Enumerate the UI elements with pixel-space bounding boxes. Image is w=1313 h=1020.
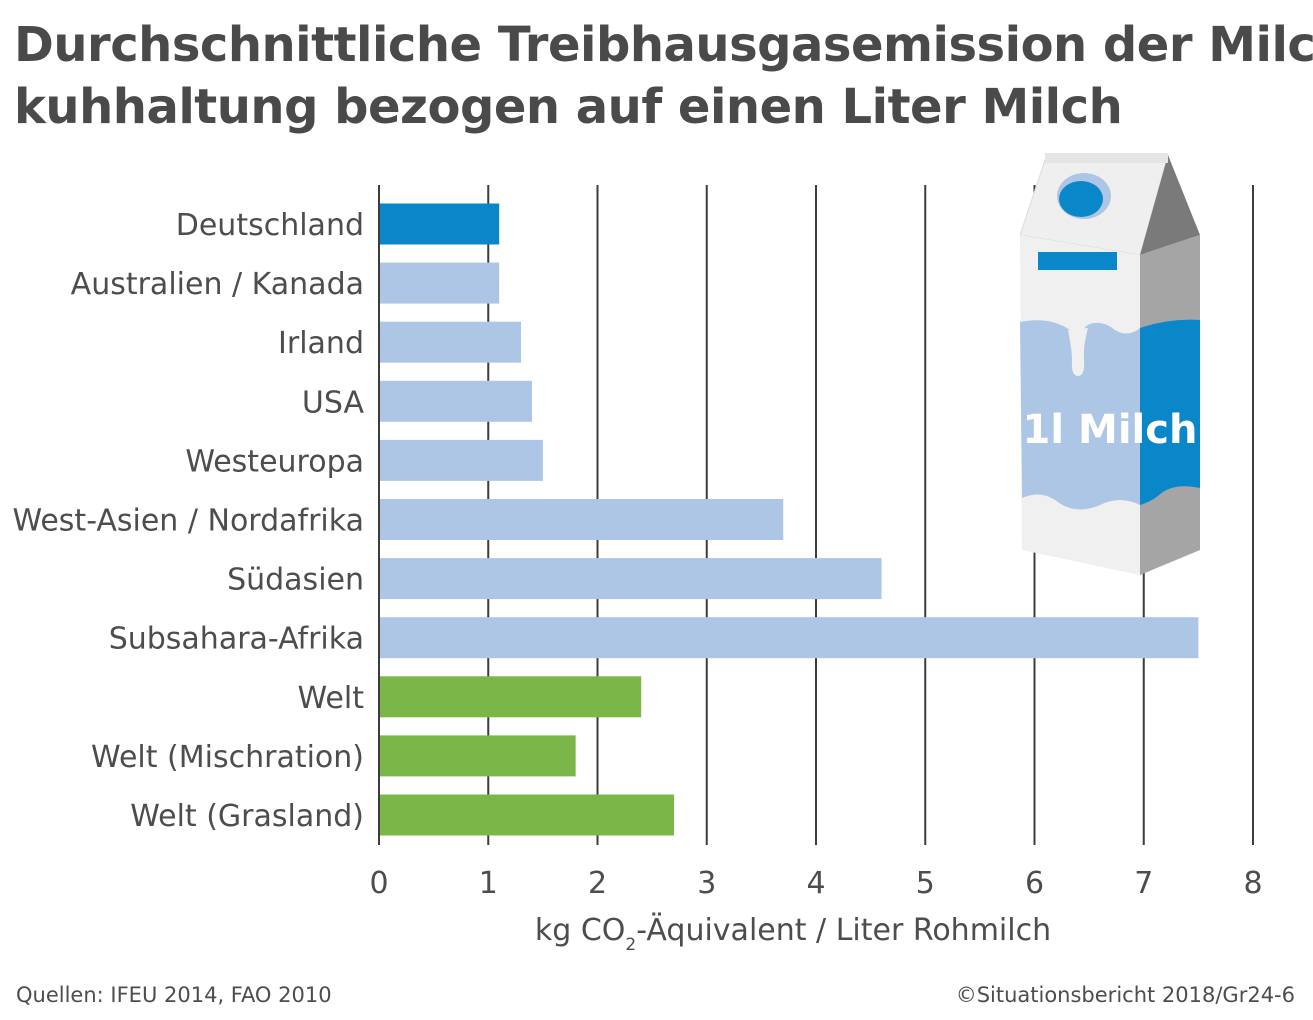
- category-label-2: Irland: [278, 326, 364, 361]
- category-label-6: Südasien: [227, 563, 364, 598]
- bar-4: [380, 439, 543, 481]
- category-label-9: Welt (Mischration): [91, 740, 364, 775]
- bar-7: [380, 617, 1199, 659]
- milk-carton-icon: 1l Milch: [1019, 153, 1200, 575]
- milk-band-side: [1140, 319, 1200, 505]
- chart-title-line-2: kuhhaltung bezogen auf einen Liter Milch: [14, 79, 1123, 135]
- bar-2: [380, 321, 522, 363]
- bar-10: [380, 794, 674, 836]
- x-tick-label-3: 3: [697, 866, 716, 901]
- bar-8: [380, 676, 642, 718]
- category-label-5: West-Asien / Nordafrika: [12, 504, 364, 539]
- x-tick-label-8: 8: [1243, 866, 1262, 901]
- category-label-1: Australien / Kanada: [71, 267, 364, 302]
- x-tick-label-4: 4: [806, 866, 825, 901]
- category-label-0: Deutschland: [176, 208, 364, 243]
- category-label-3: USA: [302, 385, 365, 420]
- carton-text: 1l Milch: [1023, 407, 1198, 453]
- x-tick-label-7: 7: [1134, 866, 1153, 901]
- milk-band-front: [1020, 320, 1140, 510]
- bar-5: [380, 499, 784, 540]
- category-label-4: Westeuropa: [185, 444, 364, 479]
- x-tick-label-6: 6: [1025, 866, 1044, 901]
- carton-gable-side: [1140, 155, 1200, 255]
- carton-cap: [1059, 181, 1103, 217]
- x-axis-label-rest: -Äquivalent / Liter Rohmilch: [636, 912, 1051, 948]
- bar-1: [380, 262, 500, 304]
- x-axis-label: kg CO2-Äquivalent / Liter Rohmilch: [535, 912, 1051, 955]
- category-label-8: Welt: [298, 681, 365, 716]
- category-label-7: Subsahara-Afrika: [109, 622, 364, 657]
- bar-0: [380, 203, 500, 245]
- x-axis-label-main: kg CO: [535, 913, 626, 948]
- bar-9: [380, 735, 576, 777]
- x-tick-label-0: 0: [369, 866, 388, 901]
- copyright-note: ©Situationsbericht 2018/Gr24-6: [955, 983, 1295, 1007]
- category-label-10: Welt (Grasland): [130, 799, 364, 834]
- bar-6: [380, 558, 882, 600]
- carton-seal: [1045, 153, 1168, 163]
- x-tick-labels: 0 1 2 3 4 5 6 7 8: [369, 866, 1262, 901]
- source-note: Quellen: IFEU 2014, FAO 2010: [16, 983, 332, 1007]
- bar-3: [380, 380, 532, 422]
- carton-label-stripe: [1038, 252, 1117, 270]
- x-axis-label-subscript: 2: [625, 935, 636, 955]
- milk-drip: [1068, 328, 1088, 376]
- x-tick-label-5: 5: [916, 866, 935, 901]
- x-tick-label-1: 1: [479, 866, 498, 901]
- category-labels: Deutschland Australien / Kanada Irland USA W…: [12, 208, 364, 834]
- chart-title: Durchschnittliche Treibhausgasemission d…: [14, 14, 1313, 138]
- bar-series: [380, 203, 1199, 836]
- chart-title-line-1: Durchschnittliche Treibhausgasemission d…: [14, 17, 1313, 73]
- x-tick-label-2: 2: [588, 866, 607, 901]
